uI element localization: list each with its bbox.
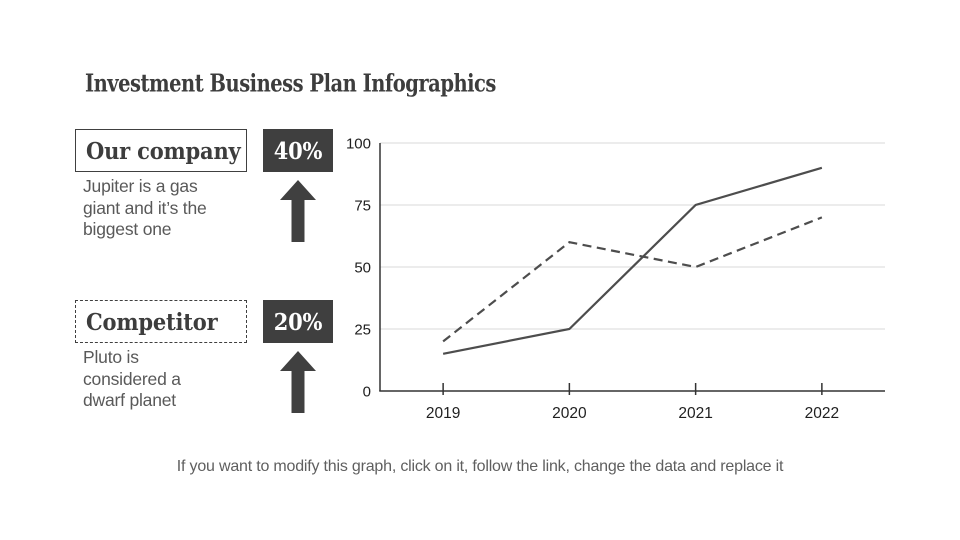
slide-title: Investment Business Plan Infographics (85, 69, 496, 98)
our-company-value-badge: 40% (263, 129, 333, 172)
line-chart-svg: 0 25 50 75 100 2019 2020 2021 2022 (346, 136, 885, 422)
x-axis-tick-label: 2022 (805, 405, 839, 422)
our-company-label: Our company (86, 136, 241, 165)
y-axis-tick-label: 50 (354, 260, 371, 277)
y-axis-tick-label: 0 (363, 384, 371, 401)
up-arrow-icon (280, 180, 316, 242)
our-company-description: Jupiter is a gas giant and it’s the bigg… (83, 176, 207, 239)
competitor-value: 20% (273, 307, 323, 336)
our-company-value: 40% (273, 136, 323, 165)
y-axis-tick-label: 75 (354, 198, 371, 215)
y-axis-tick-label: 25 (354, 322, 371, 339)
our-company-label-box: Our company (75, 129, 247, 172)
series-line-solid (442, 166, 823, 355)
x-axis-tick-label: 2019 (426, 405, 460, 422)
x-axis-tick-label: 2020 (552, 405, 587, 422)
series-line-dashed (442, 216, 823, 343)
y-axis-tick-label: 100 (346, 136, 371, 153)
footer-note: If you want to modify this graph, click … (176, 458, 784, 475)
competitor-description: Pluto is considered a dwarf planet (83, 347, 181, 410)
up-arrow-icon (280, 351, 316, 413)
competitor-label: Competitor (86, 307, 218, 336)
competitor-label-box: Competitor (75, 300, 247, 343)
line-chart[interactable]: 0 25 50 75 100 2019 2020 2021 2022 (340, 128, 900, 428)
competitor-value-badge: 20% (263, 300, 333, 343)
x-axis-tick-label: 2021 (678, 405, 712, 422)
